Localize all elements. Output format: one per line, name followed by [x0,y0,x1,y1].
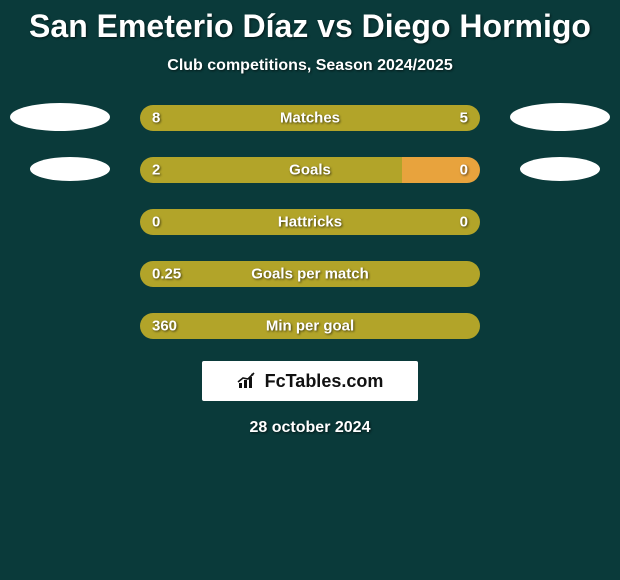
stats-container: Matches 8 5 Goals 2 0 Hattricks 0 0 Goals per mat… [0,105,620,339]
stat-row: Hattricks 0 0 [0,209,620,235]
stat-label: Hattricks [278,214,342,231]
player2-name: Diego Hormigo [362,8,591,44]
stat-bar-p2-segment [402,157,480,183]
stat-bar: Goals per match 0.25 [140,261,480,287]
brand-chart-icon [237,372,259,390]
player2-ellipse [510,103,610,131]
stat-value-p1: 360 [152,318,177,335]
stat-row: Matches 8 5 [0,105,620,131]
stat-bar: Min per goal 360 [140,313,480,339]
branding-badge: FcTables.com [202,361,418,401]
stat-bar: Goals 2 0 [140,157,480,183]
stat-value-p2: 5 [460,110,468,127]
stat-value-p1: 2 [152,162,160,179]
stat-value-p1: 8 [152,110,160,127]
stat-bar-p1-segment [140,157,402,183]
stat-row: Goals 2 0 [0,157,620,183]
stat-row: Goals per match 0.25 [0,261,620,287]
player1-ellipse [10,103,110,131]
stat-value-p2: 0 [460,214,468,231]
stat-row: Min per goal 360 [0,313,620,339]
snapshot-date: 28 october 2024 [0,419,620,437]
player1-ellipse [30,157,110,181]
player1-name: San Emeterio Díaz [29,8,308,44]
stat-value-p2: 0 [460,162,468,179]
player2-ellipse [520,157,600,181]
stat-bar: Matches 8 5 [140,105,480,131]
stat-label: Matches [280,110,340,127]
subtitle: Club competitions, Season 2024/2025 [0,57,620,75]
stat-label: Goals [289,162,331,179]
stat-value-p1: 0.25 [152,266,181,283]
stat-bar: Hattricks 0 0 [140,209,480,235]
stat-label: Min per goal [266,318,354,335]
stat-value-p1: 0 [152,214,160,231]
comparison-title: San Emeterio Díaz vs Diego Hormigo [0,0,620,45]
stat-label: Goals per match [251,266,369,283]
vs-separator: vs [317,8,353,44]
brand-text: FcTables.com [265,371,384,392]
